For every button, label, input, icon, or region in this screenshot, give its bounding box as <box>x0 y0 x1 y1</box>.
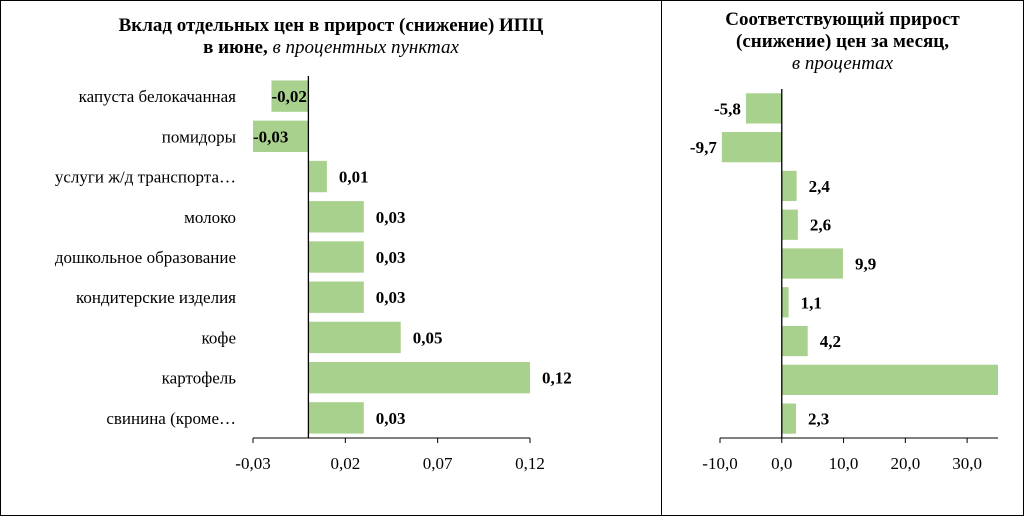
x-tick-label: 0,02 <box>330 454 360 473</box>
category-label: помидоры <box>162 127 237 146</box>
data-label: -5,8 <box>714 99 741 118</box>
x-tick-label: 10,0 <box>829 454 859 473</box>
data-label: 2,4 <box>809 177 831 196</box>
bar <box>308 361 530 394</box>
bar <box>781 403 796 434</box>
data-label: 0,05 <box>413 328 443 347</box>
category-label: свинина (кроме… <box>106 409 236 428</box>
left-chart-title-line2: в июне, <box>203 37 268 58</box>
data-label: -0,03 <box>253 127 288 146</box>
x-tick-label: 0,07 <box>423 454 453 473</box>
bar <box>721 132 782 163</box>
category-label: молоко <box>184 208 236 227</box>
right-chart-title-line1: Соответствующий прирост <box>725 9 960 30</box>
contribution-chart-panel: Вклад отдельных цен в прирост (снижение)… <box>1 1 661 515</box>
bar <box>308 160 327 193</box>
price-growth-chart-panel: Соответствующий прирост (снижение) цен з… <box>662 1 1023 515</box>
x-tick-label: -0,03 <box>235 454 270 473</box>
bar <box>253 120 309 153</box>
data-label: 0,01 <box>339 168 369 187</box>
right-chart-title-line2: (снижение) цен за месяц, <box>736 31 949 52</box>
x-tick-label: 0,0 <box>771 454 792 473</box>
data-label: -9,7 <box>690 138 717 157</box>
bar <box>271 80 309 112</box>
data-label: 2,3 <box>808 410 829 429</box>
bar <box>308 241 364 273</box>
data-label: 0,12 <box>542 369 572 388</box>
category-label: кондитерские изделия <box>76 288 236 307</box>
bar <box>781 287 789 318</box>
bar <box>308 321 401 354</box>
data-label: 1,1 <box>801 293 822 312</box>
left-chart-subtitle: в процентных пунктах <box>272 37 459 58</box>
panel-divider <box>661 1 662 515</box>
price-growth-chart-svg: -5,8 -9,7 2,4 2,6 9,9 1,1 4,2 2,3 -10,0 0,0 10,0 20… <box>690 89 998 473</box>
data-label: 0,03 <box>376 409 406 428</box>
bar <box>308 402 364 434</box>
left-chart-title-line1: Вклад отдельных цен в прирост (снижение)… <box>118 15 544 36</box>
x-tick-label: -10,0 <box>702 454 737 473</box>
right-chart-subtitle: в процентах <box>791 53 894 74</box>
bar <box>781 170 797 202</box>
data-label: 4,2 <box>820 332 841 351</box>
contribution-chart-svg: -0,02 капуста белокачанная -0,03 помидоры 0,… <box>55 76 572 473</box>
bar <box>781 248 843 279</box>
category-label: услуги ж/д транспорта… <box>55 168 236 187</box>
bar <box>745 93 782 124</box>
data-label: -0,02 <box>271 87 306 106</box>
right-chart-title: Соответствующий прирост (снижение) цен з… <box>662 9 1023 75</box>
bar <box>781 325 808 357</box>
x-tick-label: 20,0 <box>890 454 920 473</box>
data-label: 0,03 <box>376 248 406 267</box>
data-label: 2,6 <box>810 216 831 235</box>
data-label: 0,03 <box>376 208 406 227</box>
bar <box>308 281 364 313</box>
bar <box>781 209 798 240</box>
category-label: дошкольное образование <box>55 248 236 267</box>
left-chart-title: Вклад отдельных цен в прирост (снижение)… <box>1 15 661 59</box>
category-label: капуста белокачанная <box>79 87 237 106</box>
data-label: 9,9 <box>855 255 876 274</box>
category-label: картофель <box>162 369 237 388</box>
bar <box>781 364 998 395</box>
data-label: 0,03 <box>376 288 406 307</box>
category-label: кофе <box>202 328 236 347</box>
x-tick-label: 30,0 <box>952 454 982 473</box>
x-tick-label: 0,12 <box>515 454 545 473</box>
bar <box>308 201 364 233</box>
